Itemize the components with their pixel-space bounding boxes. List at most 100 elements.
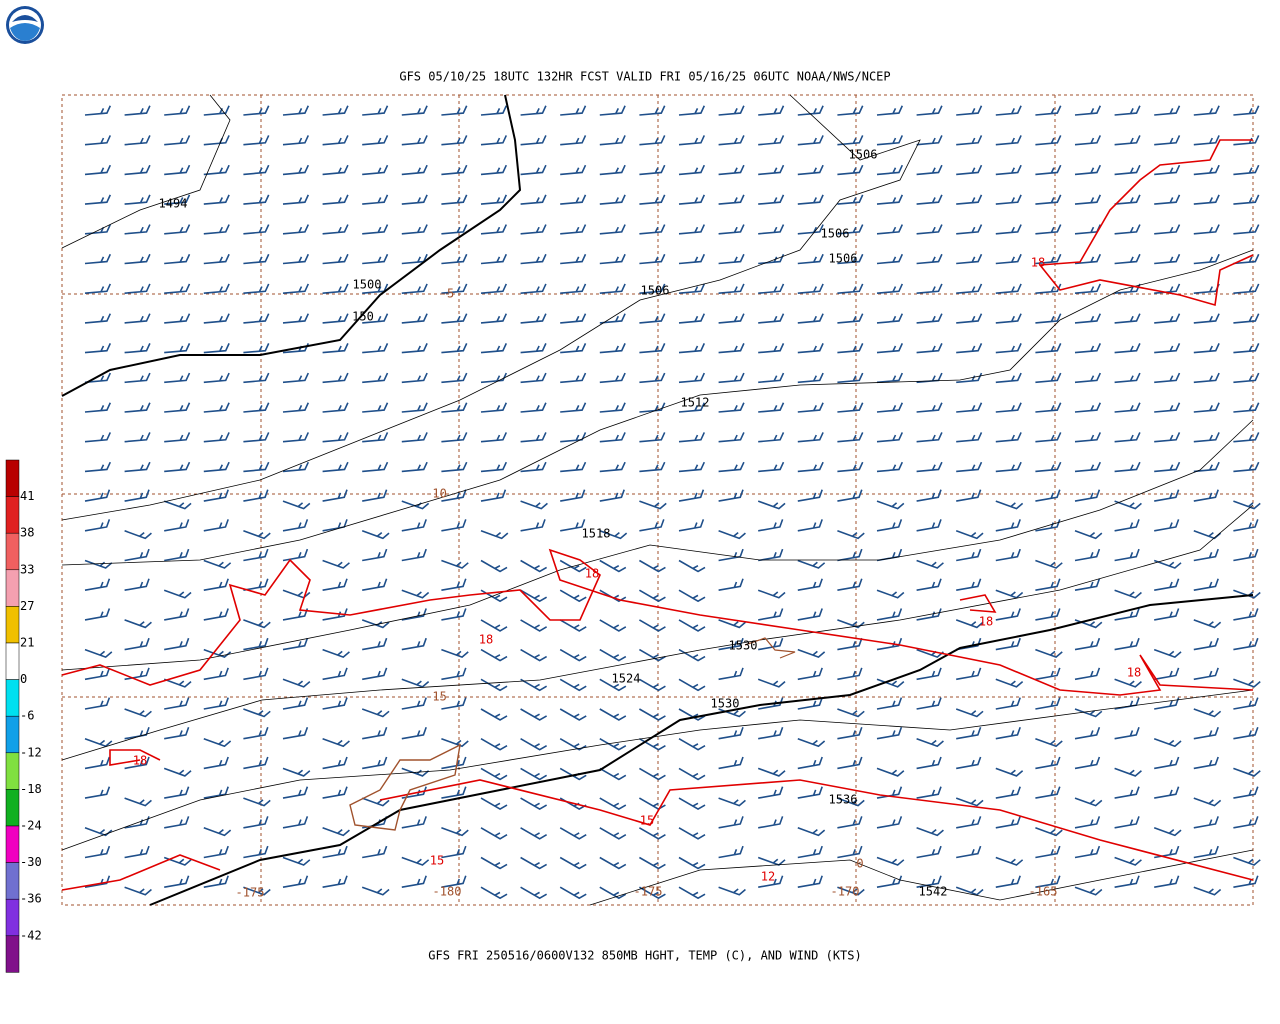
wind-barb [560, 283, 587, 294]
wind-barb [718, 402, 745, 413]
wind-barb [1193, 667, 1219, 681]
wind-barb [203, 253, 230, 265]
wind-barb [480, 648, 508, 662]
contour-label: 150 [352, 310, 374, 324]
wind-barb [678, 559, 706, 573]
wind-barb [599, 224, 626, 235]
wind-barb [956, 343, 983, 354]
wind-barb [520, 224, 547, 235]
wind-barb [1154, 253, 1181, 265]
wind-barb [441, 224, 468, 235]
wind-barb [718, 530, 746, 540]
colorbar-swatch [5, 862, 20, 900]
wind-barb [956, 578, 982, 591]
wind-barb [599, 738, 627, 751]
wind-barb [1154, 786, 1180, 799]
wind-barb [243, 886, 271, 896]
wind-barb [876, 105, 904, 116]
wind-barb [84, 559, 113, 569]
wind-barb [758, 253, 785, 265]
wind-barb [1193, 578, 1219, 591]
wind-barb [718, 343, 745, 354]
wind-barb [124, 105, 151, 116]
wind-barb [1114, 164, 1141, 176]
wind-barb [599, 461, 626, 473]
wind-barb [1193, 164, 1220, 176]
wind-barb [956, 372, 983, 384]
wind-barb [916, 786, 942, 799]
wind-barb [1154, 432, 1181, 443]
wind-barb [362, 578, 388, 591]
wind-barb [243, 313, 270, 324]
wind-barb [282, 697, 309, 710]
wind-barb [560, 313, 587, 324]
wind-barb [1114, 432, 1141, 443]
contour-label: -175 [634, 885, 663, 899]
wind-barb [876, 402, 904, 413]
wind-barb [678, 164, 706, 176]
wind-barb [718, 619, 746, 629]
wind-barb [1233, 678, 1261, 688]
wind-barb [1074, 530, 1103, 540]
wind-barb [362, 727, 388, 740]
wind-barb [797, 283, 824, 294]
wind-barbs [84, 105, 1261, 900]
wind-barb [1074, 797, 1103, 807]
wind-barb [322, 667, 348, 681]
wind-barb [1114, 461, 1141, 473]
contour-label: 1542 [919, 885, 948, 899]
wind-barb [837, 845, 863, 859]
wind-barb [956, 489, 982, 502]
contour-label: 1518 [582, 527, 611, 541]
contour-labels: 1494150015015061506150615061512151815241… [133, 148, 1141, 900]
wind-barb [560, 105, 587, 116]
wind-barb [480, 135, 508, 146]
wind-barb [876, 786, 903, 799]
wind-barb [84, 697, 111, 710]
wind-barb [1154, 875, 1180, 888]
wind-barb [718, 313, 745, 324]
wind-barb [639, 589, 666, 603]
wind-barb [1193, 283, 1220, 294]
wind-barb [124, 402, 151, 413]
wind-barb [362, 164, 389, 176]
contour-label: 18 [979, 615, 993, 629]
wind-barb [164, 727, 190, 740]
wind-barb [441, 648, 469, 659]
wind-barb [599, 343, 626, 354]
wind-barb [480, 253, 508, 265]
wind-barb [322, 461, 349, 473]
wind-barb [1233, 105, 1260, 116]
wind-barb [401, 224, 428, 235]
wind-barb [520, 767, 548, 781]
wind-barb [1114, 283, 1141, 294]
wind-barb [124, 727, 150, 740]
wind-barb [1035, 756, 1061, 770]
noaa-logo [6, 6, 44, 44]
wind-barb [916, 845, 942, 859]
wind-barb [1114, 608, 1140, 621]
wind-barb [203, 648, 232, 659]
wind-barb [203, 786, 229, 799]
wind-barb [678, 738, 706, 751]
wind-barb [995, 816, 1021, 829]
wind-barb [203, 667, 229, 681]
wind-barb [876, 519, 903, 532]
wind-barb [678, 432, 706, 443]
wind-barb [1035, 253, 1062, 265]
wind-barb [560, 432, 587, 443]
colorbar-swatch [5, 569, 20, 607]
wind-barb [362, 224, 389, 235]
wind-barb [1114, 500, 1142, 510]
wind-barb [876, 697, 903, 710]
wind-barb [164, 343, 191, 354]
wind-barb [124, 667, 150, 681]
wind-barb [956, 727, 982, 740]
wind-barb [797, 313, 824, 324]
colorbar-label: -30 [20, 855, 42, 869]
wind-barb [441, 827, 469, 837]
wind-barb [757, 500, 786, 510]
contour-label: -5 [440, 287, 454, 301]
wind-barb [84, 648, 113, 659]
wind-barb [560, 224, 587, 235]
